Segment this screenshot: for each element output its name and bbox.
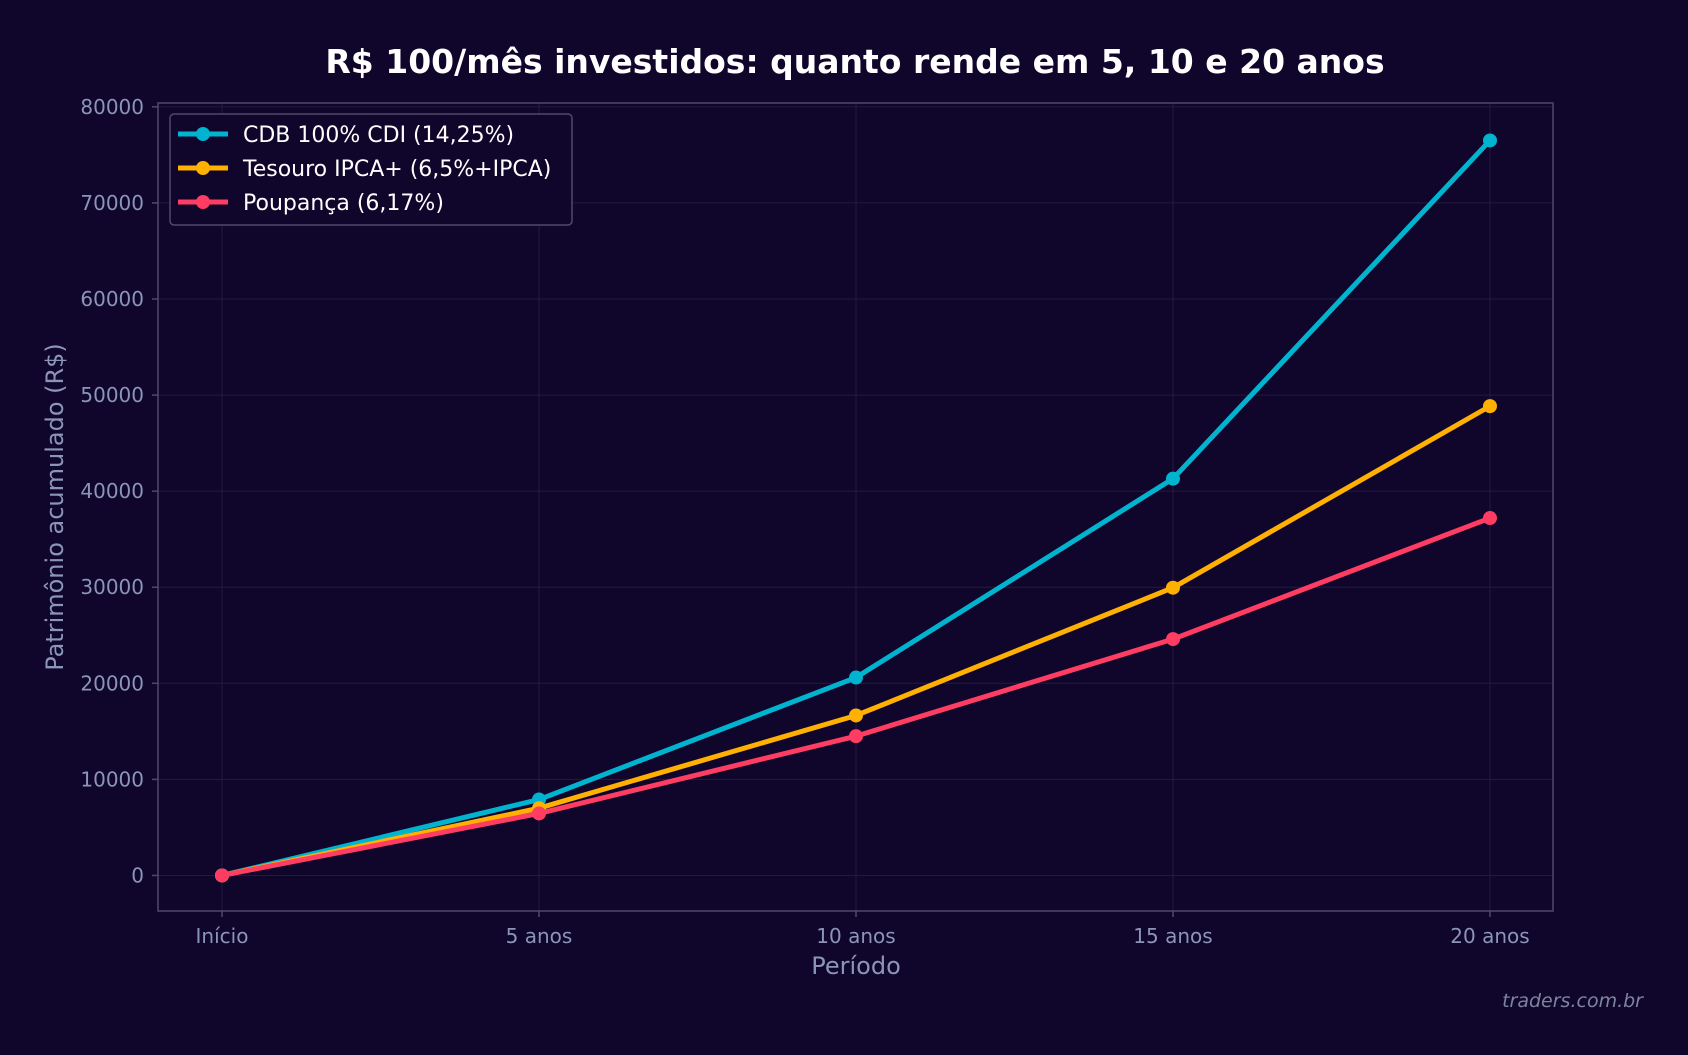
y-tick-label: 50000 [80, 383, 144, 407]
watermark: traders.com.br [1502, 990, 1644, 1012]
y-tick-label: 30000 [80, 575, 144, 599]
y-tick-label: 80000 [80, 95, 144, 119]
data-point [532, 806, 546, 821]
chart-title: R$ 100/mês investidos: quanto rende em 5… [325, 42, 1384, 81]
data-point [1483, 399, 1497, 414]
data-point [1166, 471, 1180, 486]
legend-box [169, 113, 573, 226]
legend-item: Poupança (6,17%) [178, 191, 444, 216]
data-point [1166, 580, 1180, 595]
data-point [849, 708, 863, 723]
data-point [1166, 632, 1180, 647]
legend-item: CDB 100% CDI (14,25%) [178, 123, 514, 148]
x-tick-label: Início [196, 924, 249, 948]
x-axis-label: Período [811, 952, 901, 980]
x-tick-label: 15 anos [1133, 924, 1212, 948]
data-point [1483, 133, 1497, 148]
legend-item: Tesouro IPCA+ (6,5%+IPCA) [178, 157, 551, 182]
x-tick-label: 10 anos [816, 924, 895, 948]
data-point [215, 868, 229, 883]
legend-label: CDB 100% CDI (14,25%) [243, 123, 514, 148]
x-tick-label: 5 anos [506, 924, 573, 948]
series-layer [215, 133, 1497, 883]
x-axis-ticks: Início 5 anos 10 anos 15 anos 20 anos [196, 911, 1530, 948]
y-tick-label: 10000 [80, 767, 144, 791]
series-3 [215, 511, 1497, 883]
y-axis-ticks: 0 10000 20000 30000 40000 50000 60000 70000 8000… [80, 95, 158, 887]
y-axis-label: Patrimônio acumulado (R$) [41, 343, 69, 671]
y-tick-label: 40000 [80, 479, 144, 503]
y-tick-label: 0 [131, 863, 144, 887]
y-tick-label: 60000 [80, 287, 144, 311]
legend-swatch-marker [196, 161, 210, 175]
data-point [849, 729, 863, 744]
y-tick-label: 70000 [80, 191, 144, 215]
legend-swatch-marker [196, 195, 210, 209]
legend-label: Tesouro IPCA+ (6,5%+IPCA) [242, 157, 551, 182]
y-tick-label: 20000 [80, 671, 144, 695]
legend-swatch-marker [196, 127, 210, 141]
legend: CDB 100% CDI (14,25%) Tesouro IPCA+ (6,5%… [169, 113, 573, 226]
data-point [849, 670, 863, 685]
legend-label: Poupança (6,17%) [243, 191, 444, 216]
data-point [1483, 511, 1497, 526]
x-tick-label: 20 anos [1450, 924, 1529, 948]
